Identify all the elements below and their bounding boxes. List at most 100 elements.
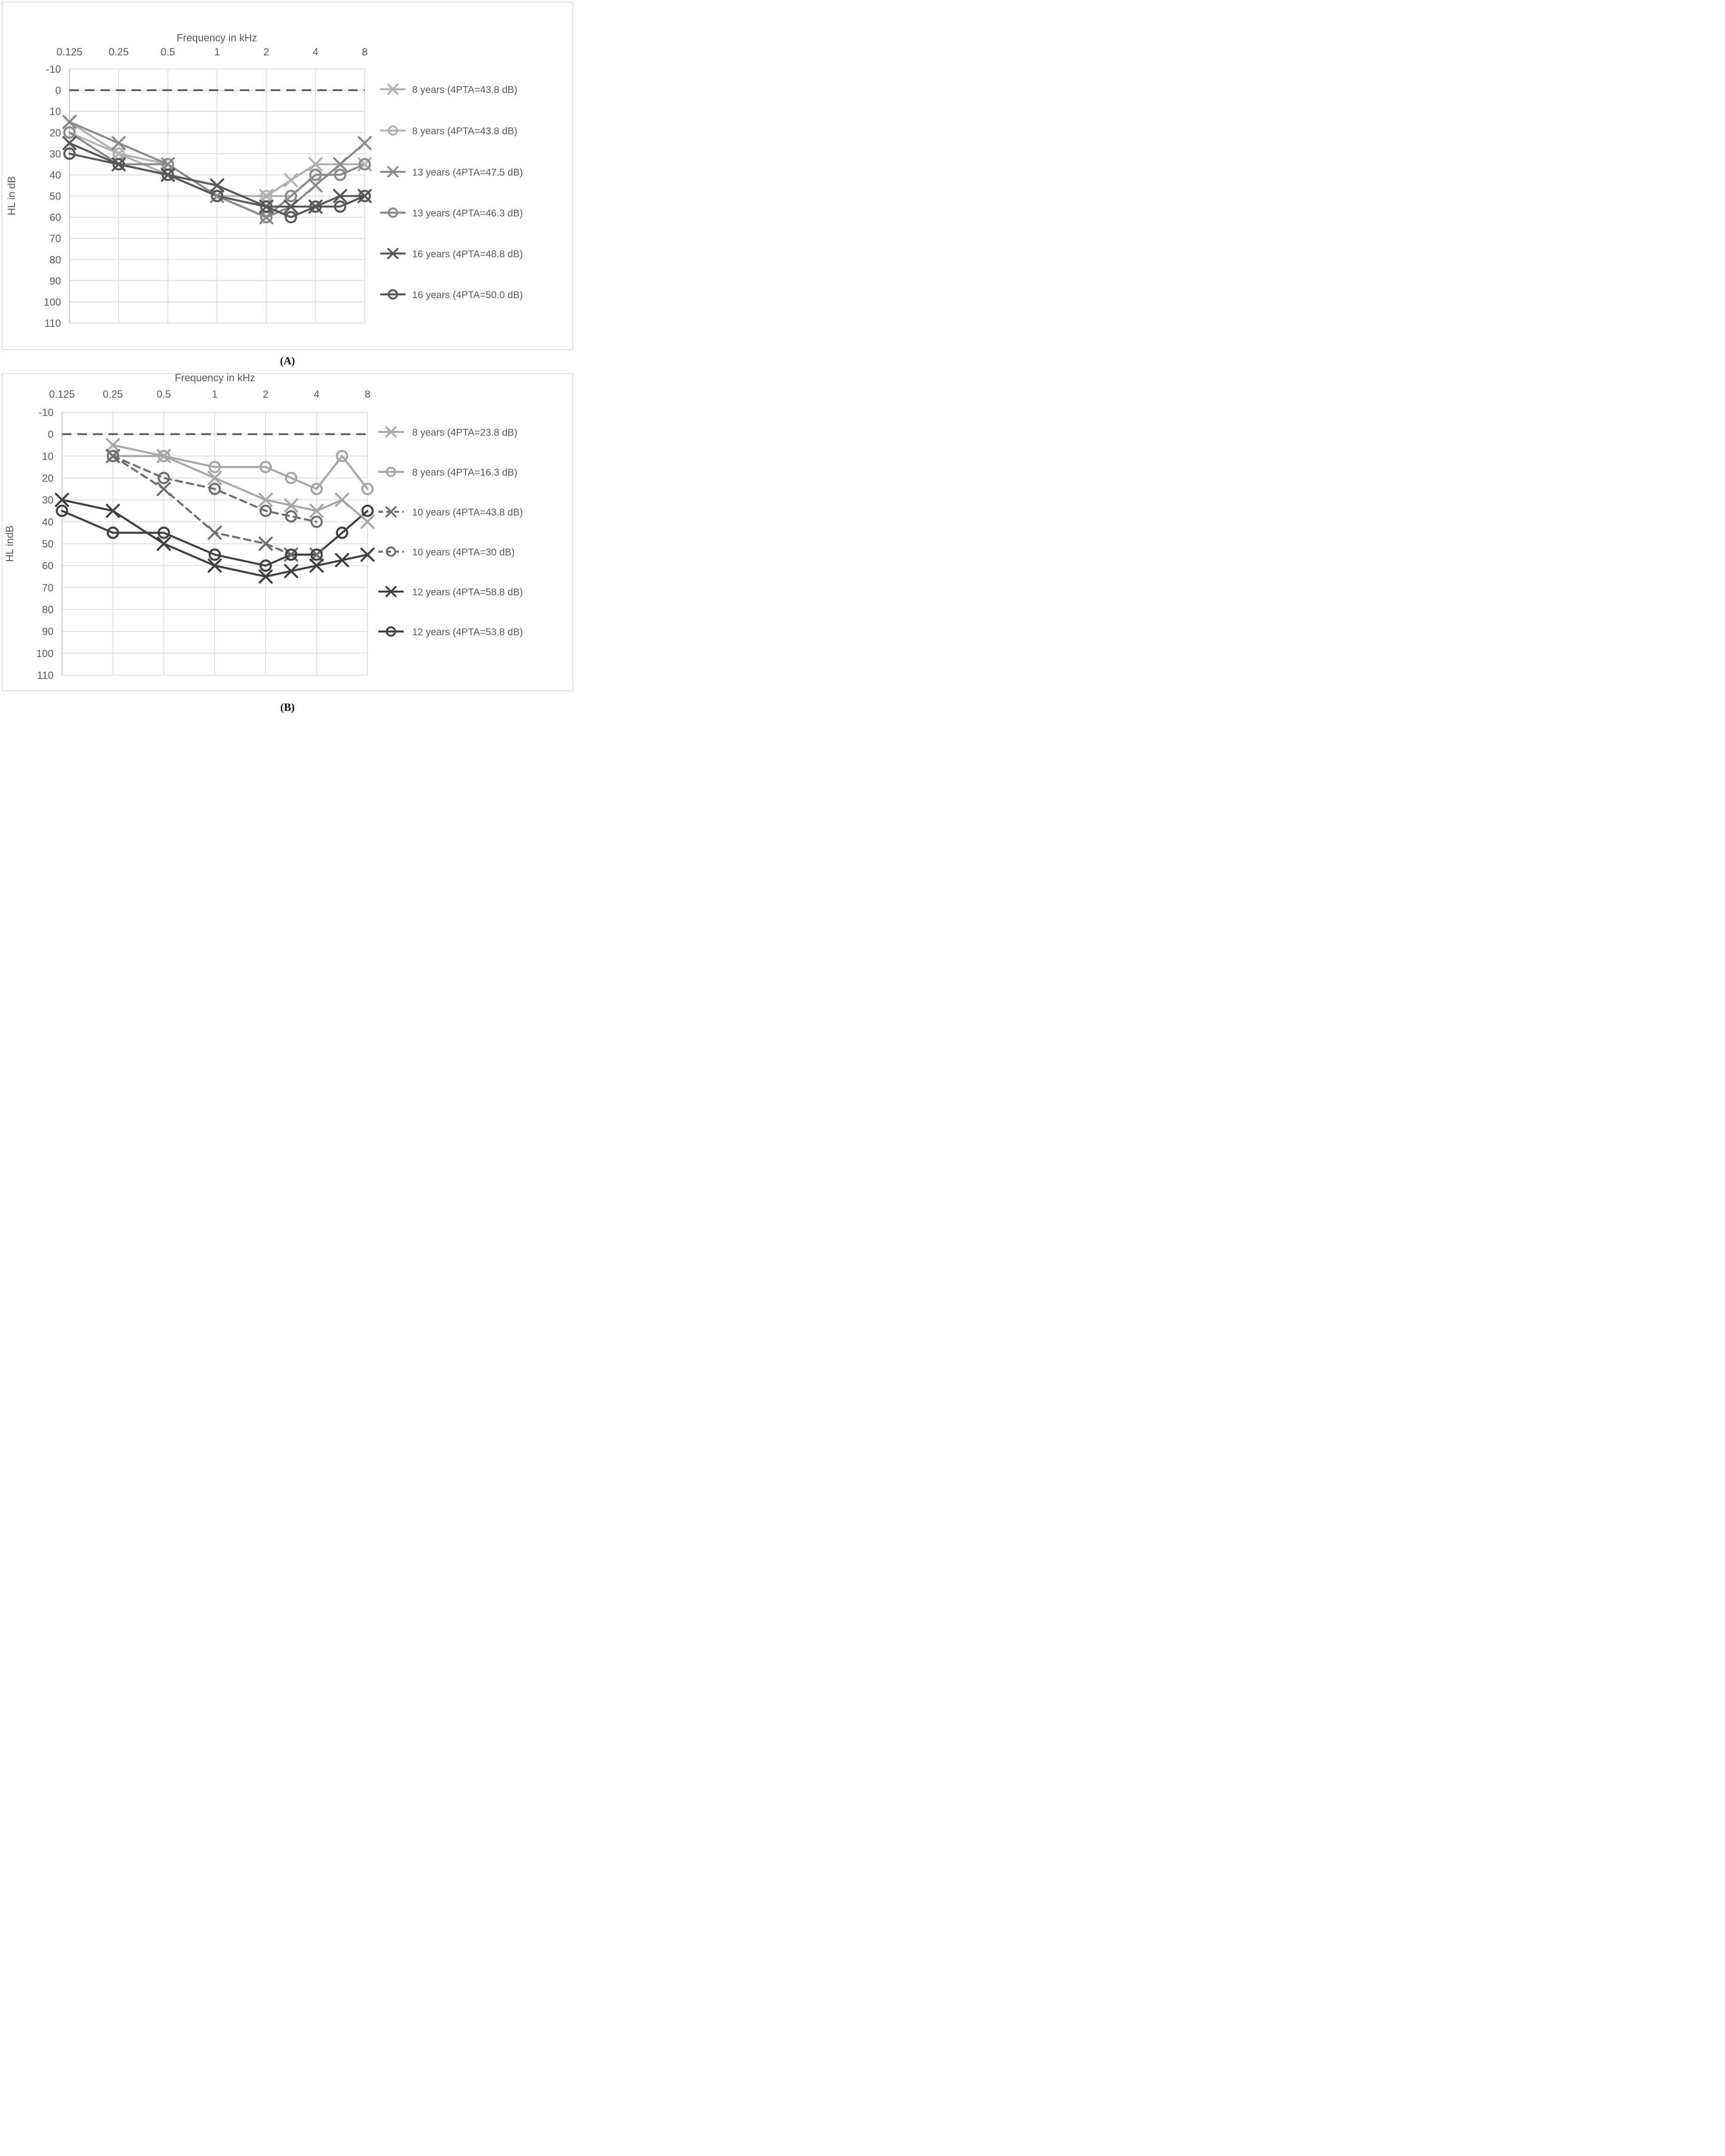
marker-o-icon [208, 548, 221, 561]
marker-x-icon [258, 569, 273, 584]
marker-x-icon [360, 515, 375, 529]
marker-o-icon [310, 516, 323, 528]
legend-marker-o-icon [388, 289, 398, 300]
legend-marker-x-icon [387, 84, 399, 95]
panel-chart-b [2, 373, 573, 691]
marker-o-icon [336, 526, 348, 539]
legend-marker-o-icon [386, 547, 396, 557]
y-tick-label: 80 [42, 604, 54, 616]
x-tick-label: 0.5 [157, 388, 171, 400]
y-tick-label: 50 [50, 191, 61, 202]
marker-o-icon [361, 483, 374, 495]
y-axis-title: HL in dB [6, 176, 17, 216]
legend-label: 13 years (4PTA=47.5 dB) [412, 167, 523, 178]
legend-marker-o-icon [388, 208, 398, 218]
marker-o-icon [284, 211, 297, 223]
marker-o-icon [260, 200, 273, 213]
legend-label: 8 years (4PTA=43.8 dB) [412, 126, 517, 137]
y-axis-title: HL indB [4, 525, 15, 562]
marker-x-icon [210, 178, 224, 193]
y-tick-label: 70 [50, 233, 61, 245]
y-tick-label: 50 [42, 538, 54, 550]
marker-x-icon [207, 525, 222, 540]
marker-o-icon [310, 548, 323, 561]
marker-x-icon [284, 173, 298, 187]
y-tick-label: 110 [45, 317, 61, 329]
legend-label: 10 years (4PTA=43.8 dB) [412, 507, 523, 518]
marker-x-icon [335, 553, 349, 568]
legend-marker-x-icon [385, 506, 397, 517]
x-tick-label: 0.125 [49, 388, 75, 400]
marker-o-icon [358, 190, 371, 202]
marker-o-icon [161, 169, 174, 181]
x-tick-label: 1 [212, 388, 217, 400]
legend-marker-o-icon [386, 626, 396, 637]
y-tick-label: 30 [50, 148, 61, 160]
y-tick-label: 100 [36, 647, 54, 659]
x-tick-label: 2 [263, 46, 269, 58]
y-tick-label: 30 [42, 494, 54, 506]
y-tick-label: 60 [42, 560, 54, 572]
marker-x-icon [333, 157, 347, 172]
caption-a: (A) [280, 355, 295, 367]
marker-x-icon [258, 536, 273, 551]
y-tick-label: -10 [46, 63, 61, 75]
marker-x-icon [62, 115, 77, 129]
y-tick-label: 100 [44, 296, 61, 308]
y-tick-label: 0 [55, 85, 61, 96]
series-line [112, 455, 318, 556]
legend-label: 8 years (4PTA=16.3 dB) [412, 467, 517, 478]
marker-o-icon [358, 158, 371, 171]
legend-label: 16 years (4PTA=48.8 dB) [412, 249, 523, 260]
legend-marker-o-icon [388, 125, 398, 136]
y-tick-label: -10 [38, 407, 54, 418]
y-tick-label: 20 [42, 472, 54, 484]
x-tick-label: 0.25 [108, 46, 129, 58]
marker-x-icon [62, 136, 77, 150]
marker-x-icon [360, 547, 375, 562]
audiogram-charts-svg: Frequency in kHz HL in dB 0.125 0.25 0.5 1 2 4 8… [4, 32, 523, 681]
x-tick-label: 4 [313, 46, 318, 58]
marker-o-icon [310, 483, 323, 495]
marker-o-icon [157, 471, 170, 485]
legend-label: 16 years (4PTA=50.0 dB) [412, 290, 523, 300]
marker-o-icon [336, 450, 348, 462]
legend-marker-x-icon [387, 248, 399, 259]
marker-x-icon [309, 558, 324, 573]
x-tick-label: 0.125 [56, 46, 82, 58]
marker-x-icon [106, 438, 120, 453]
marker-o-icon [259, 461, 272, 473]
marker-x-icon [333, 189, 347, 203]
x-tick-label: 0.25 [103, 388, 123, 400]
y-tick-label: 10 [50, 106, 61, 117]
chart-title: Frequency in kHz [175, 372, 255, 384]
marker-o-icon [285, 510, 298, 523]
marker-o-icon [334, 169, 346, 181]
y-tick-label: 40 [50, 169, 61, 181]
marker-x-icon [207, 470, 222, 485]
series-line [61, 509, 369, 567]
marker-x-icon [308, 157, 323, 172]
series-line [112, 455, 369, 490]
marker-x-icon [111, 136, 126, 150]
y-tick-label: 40 [42, 516, 54, 528]
marker-x-icon [284, 564, 299, 578]
y-tick-label: 10 [42, 450, 54, 462]
chart-title: Frequency in kHz [176, 32, 257, 44]
marker-x-icon [106, 503, 120, 518]
y-tick-label: 20 [50, 127, 61, 139]
legend-label: 12 years (4PTA=58.8 dB) [412, 587, 523, 598]
y-tick-label: 110 [37, 670, 54, 681]
y-tick-label: 90 [42, 626, 54, 638]
y-tick-label: 70 [42, 582, 54, 593]
y-tick-label: 90 [50, 275, 61, 287]
marker-o-icon [309, 169, 322, 181]
marker-o-icon [284, 190, 297, 202]
legend-marker-x-icon [385, 426, 397, 438]
legend-label: 10 years (4PTA=30 dB) [412, 547, 514, 558]
marker-o-icon [361, 504, 374, 517]
marker-o-icon [63, 147, 76, 160]
y-tick-label: 60 [50, 212, 61, 223]
series-line [112, 444, 369, 523]
marker-o-icon [157, 526, 170, 539]
